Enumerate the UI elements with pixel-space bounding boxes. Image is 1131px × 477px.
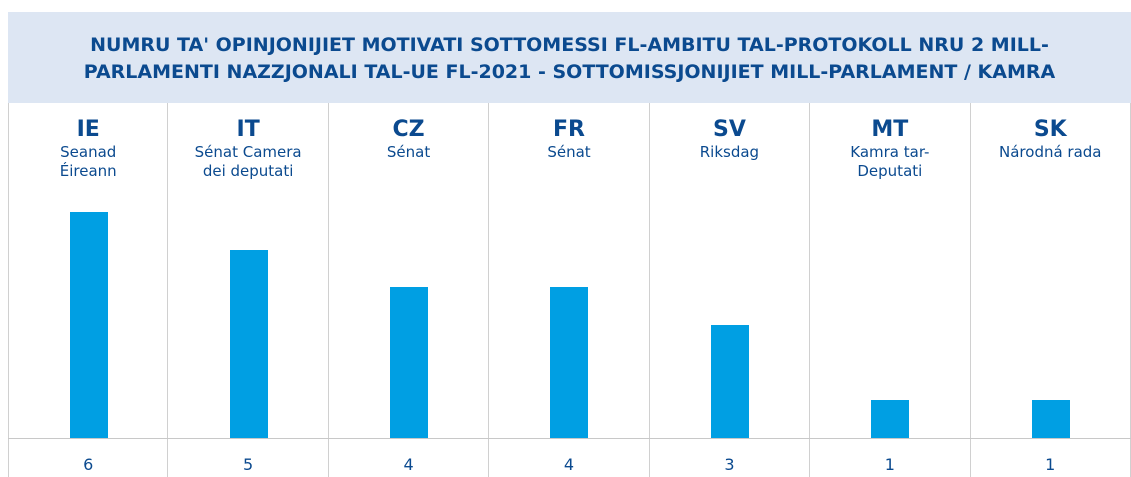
value-label: 3 [724, 455, 735, 474]
chamber-name: Seanad Éireann [59, 143, 117, 180]
column: SV Riksdag 3 [650, 103, 811, 477]
chamber-name: Sénat [547, 143, 591, 161]
chamber-name: Sénat Camera dei deputati [194, 143, 302, 180]
value-label: 4 [403, 455, 414, 474]
baseline [8, 438, 1131, 439]
column: CZ Sénat 4 [329, 103, 490, 477]
bar [70, 212, 109, 438]
bar [550, 287, 589, 438]
column: SK Národná rada 1 [971, 103, 1131, 477]
column: FR Sénat 4 [489, 103, 650, 477]
chamber-name: Sénat [386, 143, 431, 161]
bar [871, 400, 910, 438]
bar [1031, 400, 1070, 438]
columns: IE Seanad Éireann 6 IT Sénat Camera dei depu… [8, 103, 1131, 477]
chamber-name: Kamra tar-Deputati [850, 143, 930, 180]
bar [229, 249, 268, 438]
chart-title: NUMRU TA' OPINJONIJIET MOTIVATI SOTTOMES… [8, 12, 1131, 103]
value-label: 5 [243, 455, 254, 474]
column: IT Sénat Camera dei deputati 5 [168, 103, 329, 477]
value-label: 1 [1045, 455, 1056, 474]
country-code: CZ [392, 117, 425, 142]
country-code: IE [76, 117, 100, 142]
country-code: IT [236, 117, 260, 142]
bar [390, 287, 429, 438]
value-label: 1 [884, 455, 895, 474]
country-code: FR [553, 117, 585, 142]
country-code: SV [712, 117, 746, 142]
country-code: SK [1033, 117, 1067, 142]
bar [710, 325, 749, 438]
value-label: 4 [563, 455, 575, 474]
chamber-name: Národná rada [999, 143, 1102, 161]
country-code: MT [871, 117, 909, 142]
value-label: 6 [83, 455, 94, 474]
column: MT Kamra tar-Deputati 1 [810, 103, 971, 477]
chamber-name: Riksdag [699, 143, 760, 161]
column: IE Seanad Éireann 6 [8, 103, 169, 477]
